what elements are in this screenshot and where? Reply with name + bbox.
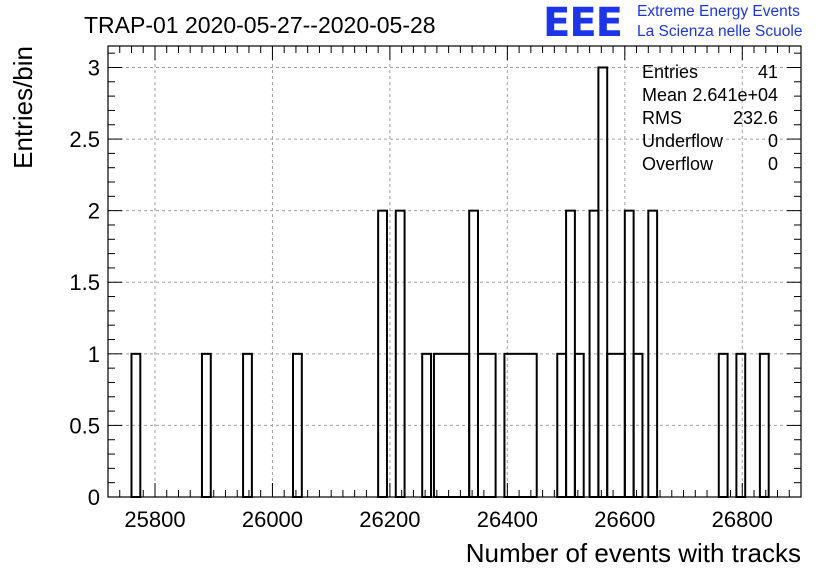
x-tick-label: 26200 (359, 507, 420, 532)
y-tick-label: 1.5 (69, 270, 100, 295)
histogram-bin (421, 352, 433, 499)
histogram-bin (632, 352, 644, 499)
logo-mark: EEE (543, 0, 623, 46)
histogram-bin (200, 352, 212, 499)
y-tick-label: 0 (88, 485, 100, 510)
histogram-bin (717, 352, 729, 499)
plot-frame (107, 45, 802, 498)
x-tick-label: 25800 (124, 507, 185, 532)
histogram-bin (130, 352, 142, 499)
x-tick-label: 26800 (712, 507, 773, 532)
histogram-bin (606, 352, 626, 499)
logo-line-1: Extreme Energy Events (637, 3, 800, 20)
logo-line-2: La Scienza nelle Scuole (637, 23, 803, 40)
y-tick-label: 1 (88, 342, 100, 367)
stats-label: RMS (642, 108, 682, 128)
stats-value: 0 (768, 154, 778, 174)
stats-label: Entries (642, 62, 698, 82)
histogram-bin (597, 66, 609, 498)
y-tick-label: 0.5 (69, 413, 100, 438)
stats-value: 232.6 (733, 108, 778, 128)
x-tick-label: 26600 (594, 507, 655, 532)
eee-logo: EEE Extreme Energy Events La Scienza nel… (543, 2, 833, 44)
histogram-bin (394, 209, 406, 498)
histogram-bin (503, 352, 538, 499)
histogram-bin (758, 352, 770, 499)
stats-value: 41 (758, 62, 778, 82)
x-axis-label: Number of events with tracks (466, 538, 801, 568)
histogram-bin (476, 352, 497, 499)
y-tick-label: 2.5 (69, 127, 100, 152)
stats-label: Underflow (642, 131, 724, 151)
y-tick-label: 3 (88, 55, 100, 80)
x-tick-label: 26400 (477, 507, 538, 532)
y-tick-label: 2 (88, 199, 100, 224)
chart-title: TRAP-01 2020-05-27--2020-05-28 (84, 12, 436, 38)
histogram-bin (573, 352, 585, 499)
histogram-bin (377, 209, 388, 498)
stats-value: 2.641e+04 (692, 85, 778, 105)
stats-label: Overflow (642, 154, 714, 174)
stats-label: Mean (642, 85, 687, 105)
x-tick-label: 26000 (242, 507, 303, 532)
stats-value: 0 (768, 131, 778, 151)
histogram-bin (647, 209, 659, 498)
y-axis-label: Entries/bin (8, 46, 38, 169)
histogram-bin (291, 352, 303, 499)
histogram-bin (735, 352, 747, 499)
histogram-bin (242, 352, 253, 499)
